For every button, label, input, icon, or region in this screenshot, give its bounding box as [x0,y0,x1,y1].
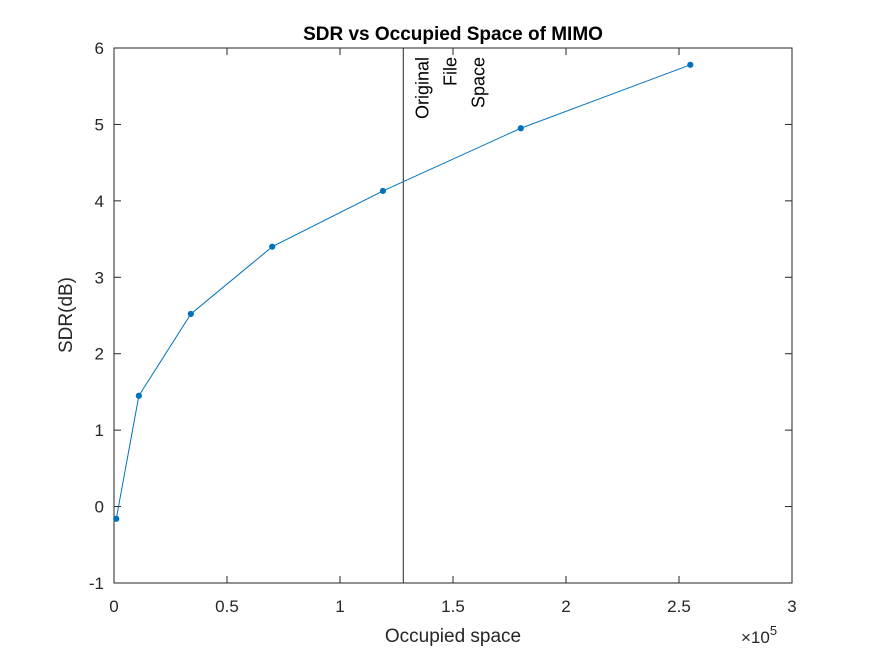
annotation-label-line: Original [412,57,432,119]
series-points [113,61,694,522]
y-axis-label: SDR(dB) [56,277,77,353]
series-point [379,187,387,195]
x-axis-label: Occupied space [385,626,521,647]
series-point [687,61,694,68]
series-point [517,125,524,132]
y-tick-label: 2 [95,345,104,364]
series-point [113,515,120,522]
x-tick-label: 0 [109,597,118,616]
x-tick-label: 0.5 [215,597,239,616]
y-tick-label: 3 [95,268,104,287]
annotation-label-line: Space [468,57,488,108]
y-axis-ticks: -1 0 1 2 3 4 5 6 [89,39,792,593]
y-tick-label: 0 [95,498,104,517]
x-axis-exponent-label: ×105 [741,623,777,647]
x-axis-exponent-power: 5 [770,623,777,638]
y-tick-label: 4 [95,192,104,211]
x-axis-exponent-base: ×10 [741,628,770,647]
x-tick-label: 2.5 [667,597,691,616]
series-point [269,243,276,250]
x-tick-label: 2 [561,597,570,616]
chart-title: SDR vs Occupied Space of MIMO [303,24,603,45]
x-tick-label: 1 [335,597,344,616]
y-tick-label: -1 [89,574,104,593]
original-file-space-label: Original File Space [412,57,488,119]
x-tick-label: 1.5 [441,597,465,616]
x-axis-ticks: 0 0.5 1 1.5 2 2.5 3 [109,48,797,616]
y-tick-label: 6 [95,39,104,58]
y-tick-label: 5 [95,115,104,134]
plot-area-box [113,47,793,584]
y-tick-label: 1 [95,421,104,440]
series-point [135,392,142,399]
x-tick-label: 3 [787,597,796,616]
annotation-label-line: File [440,57,460,86]
series-point [187,310,194,318]
